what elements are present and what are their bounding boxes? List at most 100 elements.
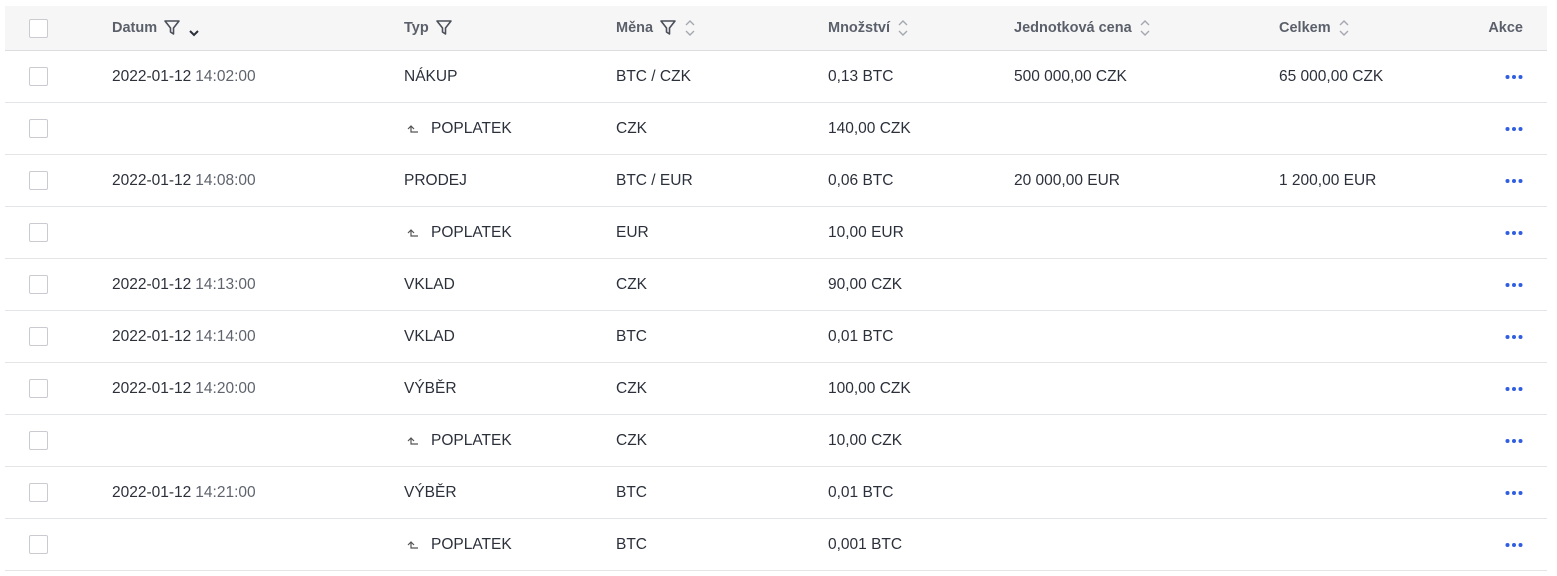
actions-cell bbox=[1505, 311, 1523, 362]
table-row: POPLATEK BTC 0,001 BTC bbox=[5, 519, 1547, 571]
currency: CZK bbox=[616, 119, 647, 137]
sort-icon[interactable] bbox=[1337, 19, 1351, 37]
filter-icon[interactable] bbox=[659, 19, 677, 37]
type: VÝBĚR bbox=[404, 379, 457, 397]
header-label: Typ bbox=[404, 20, 429, 36]
more-actions-button[interactable] bbox=[1505, 438, 1523, 444]
row-checkbox[interactable] bbox=[29, 327, 48, 346]
select-all-checkbox[interactable] bbox=[29, 19, 48, 38]
date: 2022-01-12 bbox=[112, 67, 192, 85]
currency-cell: CZK bbox=[616, 103, 647, 154]
currency-cell: BTC / EUR bbox=[616, 155, 693, 206]
header-label: Množství bbox=[828, 20, 891, 36]
actions-cell bbox=[1505, 259, 1523, 310]
more-actions-button[interactable] bbox=[1505, 230, 1523, 236]
fee-arrow-icon bbox=[407, 436, 418, 445]
row-checkbox[interactable] bbox=[29, 223, 48, 242]
header-label: Celkem bbox=[1279, 20, 1331, 36]
amount: 100,00 CZK bbox=[828, 379, 911, 397]
type: POPLATEK bbox=[431, 119, 512, 137]
amount: 10,00 EUR bbox=[828, 223, 904, 241]
filter-icon[interactable] bbox=[435, 19, 453, 37]
currency-cell: CZK bbox=[616, 363, 647, 414]
type-cell: VKLAD bbox=[404, 311, 455, 362]
row-checkbox[interactable] bbox=[29, 119, 48, 138]
more-actions-button[interactable] bbox=[1505, 490, 1523, 496]
row-checkbox[interactable] bbox=[29, 431, 48, 450]
amount-cell: 100,00 CZK bbox=[828, 363, 911, 414]
amount-cell: 0,13 BTC bbox=[828, 51, 893, 102]
fee-arrow-icon bbox=[407, 540, 418, 549]
row-checkbox[interactable] bbox=[29, 67, 48, 86]
currency: BTC / CZK bbox=[616, 67, 691, 85]
header-row: Datum Typ Měna Množství Jednotková cena Celke… bbox=[5, 6, 1547, 51]
currency-cell: EUR bbox=[616, 207, 649, 258]
table-row: 2022-01-12 14:13:00 VKLAD CZK 90,00 CZK bbox=[5, 259, 1547, 311]
more-actions-button[interactable] bbox=[1505, 386, 1523, 392]
header-cell: Jednotková cena bbox=[1014, 6, 1152, 50]
amount: 0,06 BTC bbox=[828, 171, 894, 189]
amount-cell: 0,01 BTC bbox=[828, 467, 893, 518]
type: VKLAD bbox=[404, 275, 455, 293]
amount-cell: 0,06 BTC bbox=[828, 155, 893, 206]
actions-cell bbox=[1505, 519, 1523, 570]
row-checkbox[interactable] bbox=[29, 535, 48, 554]
row-checkbox[interactable] bbox=[29, 275, 48, 294]
header-cell: Množství bbox=[828, 6, 910, 50]
type-cell: PRODEJ bbox=[404, 155, 467, 206]
currency: CZK bbox=[616, 379, 647, 397]
date: 2022-01-12 bbox=[112, 483, 192, 501]
type: PRODEJ bbox=[404, 171, 467, 189]
amount: 90,00 CZK bbox=[828, 275, 903, 293]
amount: 0,001 BTC bbox=[828, 535, 903, 553]
currency: EUR bbox=[616, 223, 649, 241]
type-cell: POPLATEK bbox=[404, 103, 512, 154]
type-cell: VÝBĚR bbox=[404, 467, 457, 518]
amount: 0,01 BTC bbox=[828, 327, 894, 345]
table-row: POPLATEK EUR 10,00 EUR bbox=[5, 207, 1547, 259]
currency-cell: BTC / CZK bbox=[616, 51, 691, 102]
amount: 140,00 CZK bbox=[828, 119, 911, 137]
type: VÝBĚR bbox=[404, 483, 457, 501]
time: 14:08:00 bbox=[195, 171, 256, 189]
unit-price-cell: 20 000,00 EUR bbox=[1014, 155, 1120, 206]
unit-price-cell: 500 000,00 CZK bbox=[1014, 51, 1127, 102]
time: 14:21:00 bbox=[195, 483, 256, 501]
row-checkbox[interactable] bbox=[29, 379, 48, 398]
currency-cell: BTC bbox=[616, 467, 647, 518]
table-row: 2022-01-12 14:08:00 PRODEJ BTC / EUR 0,06 BT… bbox=[5, 155, 1547, 207]
total-cell: 65 000,00 CZK bbox=[1279, 51, 1383, 102]
sort-icon[interactable] bbox=[1138, 19, 1152, 37]
more-actions-button[interactable] bbox=[1505, 178, 1523, 184]
sort-icon[interactable] bbox=[187, 19, 201, 37]
currency: BTC bbox=[616, 535, 647, 553]
more-actions-button[interactable] bbox=[1505, 126, 1523, 132]
table-row: 2022-01-12 14:14:00 VKLAD BTC 0,01 BTC bbox=[5, 311, 1547, 363]
date-cell: 2022-01-12 14:08:00 bbox=[112, 155, 256, 206]
date-cell: 2022-01-12 14:02:00 bbox=[112, 51, 256, 102]
date-cell: 2022-01-12 14:21:00 bbox=[112, 467, 256, 518]
date: 2022-01-12 bbox=[112, 171, 192, 189]
row-checkbox[interactable] bbox=[29, 171, 48, 190]
actions-cell bbox=[1505, 363, 1523, 414]
sort-icon[interactable] bbox=[683, 19, 697, 37]
type-cell: POPLATEK bbox=[404, 519, 512, 570]
actions-cell bbox=[1505, 207, 1523, 258]
more-actions-button[interactable] bbox=[1505, 542, 1523, 548]
actions-cell bbox=[1505, 51, 1523, 102]
currency: BTC / EUR bbox=[616, 171, 693, 189]
more-actions-button[interactable] bbox=[1505, 334, 1523, 340]
amount-cell: 10,00 CZK bbox=[828, 415, 902, 466]
filter-icon[interactable] bbox=[163, 19, 181, 37]
row-checkbox[interactable] bbox=[29, 483, 48, 502]
more-actions-button[interactable] bbox=[1505, 74, 1523, 80]
total-cell: 1 200,00 EUR bbox=[1279, 155, 1376, 206]
amount: 10,00 CZK bbox=[828, 431, 903, 449]
type-cell: VKLAD bbox=[404, 259, 455, 310]
sort-icon[interactable] bbox=[896, 19, 910, 37]
table-row: 2022-01-12 14:21:00 VÝBĚR BTC 0,01 BTC bbox=[5, 467, 1547, 519]
type: POPLATEK bbox=[431, 535, 512, 553]
amount: 0,13 BTC bbox=[828, 67, 894, 85]
more-actions-button[interactable] bbox=[1505, 282, 1523, 288]
currency: BTC bbox=[616, 327, 647, 345]
